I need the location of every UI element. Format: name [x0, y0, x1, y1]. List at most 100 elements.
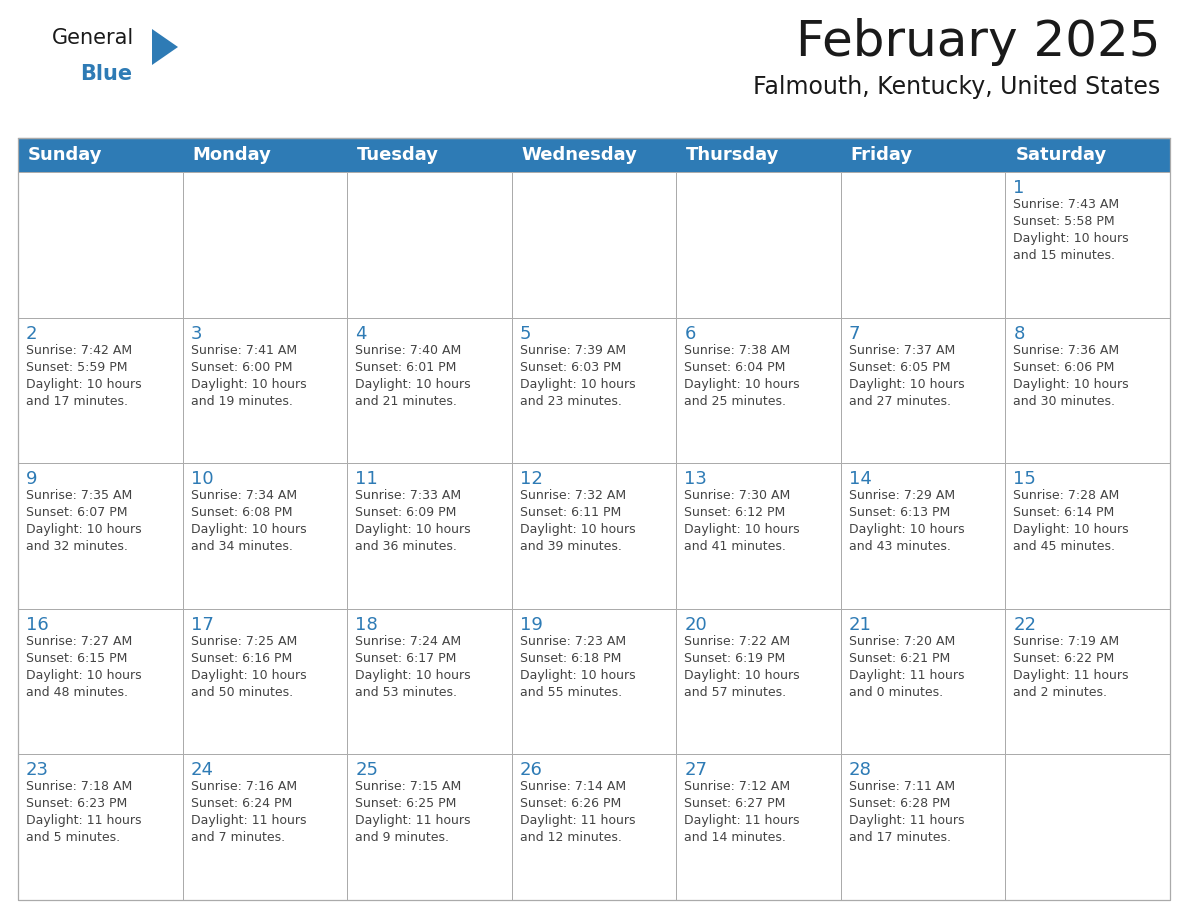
- Text: Monday: Monday: [192, 146, 271, 164]
- Text: 12: 12: [519, 470, 543, 488]
- Text: Sunset: 6:26 PM: Sunset: 6:26 PM: [519, 798, 621, 811]
- Text: Sunset: 5:59 PM: Sunset: 5:59 PM: [26, 361, 127, 374]
- Bar: [1005, 609, 1170, 755]
- Bar: [676, 755, 841, 900]
- Text: Sunset: 6:19 PM: Sunset: 6:19 PM: [684, 652, 785, 665]
- Text: Sunrise: 7:34 AM: Sunrise: 7:34 AM: [190, 489, 297, 502]
- Bar: [347, 755, 512, 900]
- Bar: [841, 172, 1005, 318]
- Text: Sunset: 5:58 PM: Sunset: 5:58 PM: [1013, 215, 1116, 228]
- Text: Daylight: 10 hours: Daylight: 10 hours: [355, 523, 470, 536]
- Text: Wednesday: Wednesday: [522, 146, 638, 164]
- Text: Sunset: 6:16 PM: Sunset: 6:16 PM: [190, 652, 292, 665]
- Text: 1: 1: [1013, 179, 1025, 197]
- Text: and 50 minutes.: and 50 minutes.: [190, 686, 292, 699]
- Text: Sunset: 6:22 PM: Sunset: 6:22 PM: [1013, 652, 1114, 665]
- Bar: [841, 609, 1005, 755]
- Bar: [512, 755, 676, 900]
- Text: Sunset: 6:09 PM: Sunset: 6:09 PM: [355, 506, 456, 520]
- Bar: [1005, 318, 1170, 464]
- Text: 23: 23: [26, 761, 49, 779]
- Text: 21: 21: [849, 616, 872, 633]
- Text: Daylight: 10 hours: Daylight: 10 hours: [355, 377, 470, 390]
- Text: Sunset: 6:06 PM: Sunset: 6:06 PM: [1013, 361, 1114, 374]
- Text: February 2025: February 2025: [796, 18, 1159, 66]
- Polygon shape: [152, 29, 178, 65]
- Bar: [1005, 172, 1170, 318]
- Text: Daylight: 10 hours: Daylight: 10 hours: [519, 669, 636, 682]
- Text: Daylight: 10 hours: Daylight: 10 hours: [1013, 232, 1129, 245]
- Text: Daylight: 11 hours: Daylight: 11 hours: [190, 814, 307, 827]
- Text: 17: 17: [190, 616, 214, 633]
- Text: 11: 11: [355, 470, 378, 488]
- Text: and 34 minutes.: and 34 minutes.: [190, 540, 292, 554]
- Text: 6: 6: [684, 325, 696, 342]
- Bar: [18, 609, 183, 755]
- Text: and 53 minutes.: and 53 minutes.: [355, 686, 457, 699]
- Text: Sunrise: 7:25 AM: Sunrise: 7:25 AM: [190, 635, 297, 648]
- Text: Daylight: 11 hours: Daylight: 11 hours: [519, 814, 636, 827]
- Text: and 12 minutes.: and 12 minutes.: [519, 832, 621, 845]
- Text: Sunrise: 7:36 AM: Sunrise: 7:36 AM: [1013, 343, 1119, 356]
- Text: Sunset: 6:14 PM: Sunset: 6:14 PM: [1013, 506, 1114, 520]
- Bar: [512, 609, 676, 755]
- Text: Daylight: 10 hours: Daylight: 10 hours: [684, 377, 800, 390]
- Text: Sunset: 6:21 PM: Sunset: 6:21 PM: [849, 652, 950, 665]
- Text: and 9 minutes.: and 9 minutes.: [355, 832, 449, 845]
- Text: Sunset: 6:23 PM: Sunset: 6:23 PM: [26, 798, 127, 811]
- Text: 15: 15: [1013, 470, 1036, 488]
- Bar: [183, 464, 347, 609]
- Bar: [841, 318, 1005, 464]
- Text: Sunrise: 7:15 AM: Sunrise: 7:15 AM: [355, 780, 461, 793]
- Text: and 48 minutes.: and 48 minutes.: [26, 686, 128, 699]
- Text: Sunset: 6:12 PM: Sunset: 6:12 PM: [684, 506, 785, 520]
- Text: Sunrise: 7:29 AM: Sunrise: 7:29 AM: [849, 489, 955, 502]
- Text: 10: 10: [190, 470, 213, 488]
- Bar: [676, 609, 841, 755]
- Text: Sunrise: 7:14 AM: Sunrise: 7:14 AM: [519, 780, 626, 793]
- Text: and 32 minutes.: and 32 minutes.: [26, 540, 128, 554]
- Text: 4: 4: [355, 325, 367, 342]
- Text: Sunrise: 7:20 AM: Sunrise: 7:20 AM: [849, 635, 955, 648]
- Text: 26: 26: [519, 761, 543, 779]
- Text: Saturday: Saturday: [1016, 146, 1107, 164]
- Text: Daylight: 10 hours: Daylight: 10 hours: [26, 523, 141, 536]
- Text: Daylight: 11 hours: Daylight: 11 hours: [26, 814, 141, 827]
- Bar: [512, 318, 676, 464]
- Bar: [183, 609, 347, 755]
- Text: Sunrise: 7:35 AM: Sunrise: 7:35 AM: [26, 489, 132, 502]
- Text: and 27 minutes.: and 27 minutes.: [849, 395, 950, 408]
- Text: and 14 minutes.: and 14 minutes.: [684, 832, 786, 845]
- Bar: [676, 318, 841, 464]
- Text: Daylight: 10 hours: Daylight: 10 hours: [1013, 523, 1129, 536]
- Text: 5: 5: [519, 325, 531, 342]
- Text: Daylight: 11 hours: Daylight: 11 hours: [849, 669, 965, 682]
- Text: Thursday: Thursday: [687, 146, 779, 164]
- Text: and 36 minutes.: and 36 minutes.: [355, 540, 457, 554]
- Bar: [1005, 464, 1170, 609]
- Text: 28: 28: [849, 761, 872, 779]
- Text: 7: 7: [849, 325, 860, 342]
- Text: Sunrise: 7:37 AM: Sunrise: 7:37 AM: [849, 343, 955, 356]
- Bar: [18, 138, 1170, 900]
- Text: Daylight: 10 hours: Daylight: 10 hours: [849, 377, 965, 390]
- Bar: [183, 318, 347, 464]
- Text: and 43 minutes.: and 43 minutes.: [849, 540, 950, 554]
- Text: Sunrise: 7:11 AM: Sunrise: 7:11 AM: [849, 780, 955, 793]
- Bar: [676, 464, 841, 609]
- Text: Sunset: 6:00 PM: Sunset: 6:00 PM: [190, 361, 292, 374]
- Bar: [183, 755, 347, 900]
- Text: Sunset: 6:27 PM: Sunset: 6:27 PM: [684, 798, 785, 811]
- Text: Sunrise: 7:19 AM: Sunrise: 7:19 AM: [1013, 635, 1119, 648]
- Text: Sunrise: 7:32 AM: Sunrise: 7:32 AM: [519, 489, 626, 502]
- Text: and 15 minutes.: and 15 minutes.: [1013, 249, 1116, 262]
- Text: Sunrise: 7:43 AM: Sunrise: 7:43 AM: [1013, 198, 1119, 211]
- Text: Sunset: 6:04 PM: Sunset: 6:04 PM: [684, 361, 785, 374]
- Bar: [18, 172, 183, 318]
- Text: and 17 minutes.: and 17 minutes.: [849, 832, 950, 845]
- Text: Sunrise: 7:42 AM: Sunrise: 7:42 AM: [26, 343, 132, 356]
- Text: and 2 minutes.: and 2 minutes.: [1013, 686, 1107, 699]
- Text: and 55 minutes.: and 55 minutes.: [519, 686, 621, 699]
- Text: Daylight: 10 hours: Daylight: 10 hours: [26, 377, 141, 390]
- Text: Daylight: 10 hours: Daylight: 10 hours: [190, 377, 307, 390]
